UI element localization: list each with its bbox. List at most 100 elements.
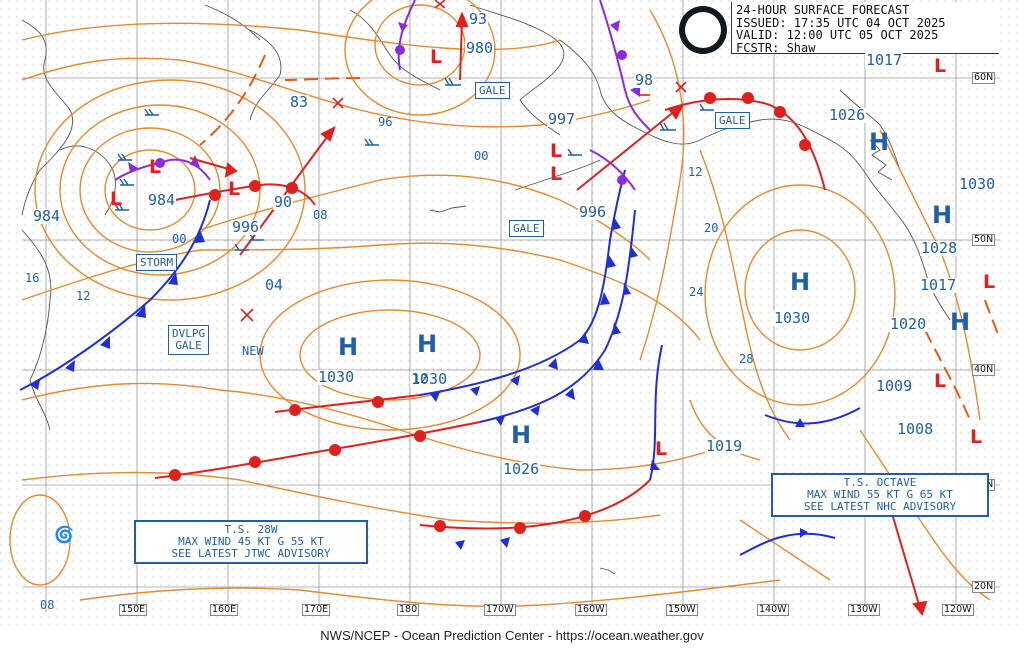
high-symbol: H <box>511 421 532 449</box>
lon-tick-160e: 160E <box>210 604 239 616</box>
high-symbol: H <box>932 201 953 229</box>
occluded-front-symbols <box>128 20 640 185</box>
tropical-storm-icon: 🌀 <box>54 525 74 544</box>
low-symbol: L <box>934 55 947 77</box>
noaa-logo: NOAA <box>679 6 727 54</box>
low-pressure-value: 996 <box>231 218 261 236</box>
graticule <box>22 0 1000 612</box>
low-symbol: L <box>655 438 668 460</box>
low-symbol: L <box>983 271 996 293</box>
high-pressure-value: 1020 <box>889 315 928 333</box>
isobar-label: 16 <box>25 271 40 285</box>
low-pressure-value: 1019 <box>705 437 744 455</box>
isobar-label: 83 <box>289 93 310 111</box>
coastlines <box>21 4 951 575</box>
low-symbol: L <box>934 370 947 392</box>
low-positions <box>240 0 687 322</box>
advisory-line: SEE LATEST JTWC ADVISORY <box>171 547 331 560</box>
low-pressure-value: 1008 <box>896 420 935 438</box>
advisory-line: MAX WIND 55 KT G 65 KT <box>807 488 953 501</box>
high-symbol: H <box>338 333 359 361</box>
advisory-line: T.S. OCTAVE <box>843 476 917 489</box>
gale-tag: GALE <box>509 220 544 237</box>
advisory-line: T.S. 28W <box>224 523 278 536</box>
low-pressure-value: 1017 <box>919 276 958 294</box>
advisory-line: SEE LATEST NHC ADVISORY <box>803 500 957 513</box>
lon-tick-170e: 170E <box>302 604 331 616</box>
isobar-label: 24 <box>689 285 704 299</box>
forecast-title: 24-HOUR SURFACE FORECAST <box>736 3 910 17</box>
low-pressure-value: 980 <box>465 39 495 57</box>
isobar-label: 00 <box>172 232 187 246</box>
advisory-ts-octave: T.S. OCTAVE MAX WIND 55 KT G 65 KT SEE L… <box>771 473 989 517</box>
low-symbol: L <box>550 140 563 162</box>
lon-tick-130w: 130W <box>848 604 880 616</box>
advisory-ts-28w: T.S. 28W MAX WIND 45 KT G 55 KT SEE LATE… <box>134 520 368 564</box>
troughs <box>199 54 999 421</box>
low-symbol: L <box>430 46 443 68</box>
high-symbol: H <box>790 268 811 296</box>
high-pressure-value: 1026 <box>502 460 541 478</box>
isobar-label: 12 <box>688 165 703 179</box>
forecast-header: 24-HOUR SURFACE FORECAST ISSUED: 17:35 U… <box>731 2 999 54</box>
high-pressure-value: 1030 <box>317 368 356 386</box>
gale-tag: GALE <box>715 112 750 129</box>
high-symbol: H <box>869 128 890 156</box>
advisory-line: MAX WIND 45 KT G 55 KT <box>178 535 324 548</box>
high-pressure-value: 1030 <box>958 175 997 193</box>
lon-tick-140w: 140W <box>757 604 789 616</box>
isobar-label: 28 <box>739 352 754 366</box>
lon-tick-160w: 160W <box>575 604 607 616</box>
high-pressure-value: 1026 <box>828 106 867 124</box>
lon-tick-170w: 170W <box>484 604 516 616</box>
low-pressure-value: 996 <box>578 203 608 221</box>
low-symbol: L <box>550 163 563 185</box>
low-pressure-value: 93 <box>468 10 489 28</box>
issued-time: ISSUED: 17:35 UTC 04 OCT 2025 <box>736 15 946 30</box>
forecaster: FCSTR: Shaw <box>736 40 816 55</box>
high-pressure-value: 1030 <box>410 370 449 388</box>
low-symbol: L <box>970 426 983 448</box>
footer-credit: NWS/NCEP - Ocean Prediction Center - htt… <box>320 628 704 643</box>
cold-fronts <box>19 169 861 556</box>
low-symbol: L <box>228 178 241 200</box>
wind-barbs <box>114 77 714 251</box>
high-pressure-value: 1028 <box>920 239 959 257</box>
storm-tag: STORM <box>136 254 178 271</box>
isobar-label: 12 <box>413 372 428 386</box>
high-symbol: H <box>950 308 971 336</box>
lat-tick-60n: 60N <box>972 72 996 84</box>
developing-gale-tag: DVLPG GALE <box>168 325 210 355</box>
isobar-label: 20 <box>704 221 719 235</box>
high-pressure-value: 1030 <box>773 309 812 327</box>
new-low-tag: NEW <box>242 344 264 358</box>
lon-tick-180: 180 <box>397 604 420 616</box>
low-pressure-value: 1017 <box>865 51 904 69</box>
low-pressure-value: 997 <box>547 110 577 128</box>
lon-tick-120w: 120W <box>942 604 974 616</box>
low-pressure-value: 984 <box>147 191 177 209</box>
low-pressure-value: 98 <box>634 71 655 89</box>
low-pressure-value: 1009 <box>875 377 914 395</box>
low-pressure-value: 984 <box>32 207 62 225</box>
lat-tick-40n: 40N <box>972 364 996 376</box>
occluded-fronts <box>114 0 651 191</box>
high-symbol: H <box>417 330 438 358</box>
lon-tick-150e: 150E <box>119 604 148 616</box>
lat-tick-20n: 20N <box>972 581 996 593</box>
isobar-label: 96 <box>378 115 393 129</box>
cold-front-symbols <box>30 217 808 550</box>
gale-tag: GALE <box>475 82 510 99</box>
isobar-label: 08 <box>313 208 328 222</box>
low-pressure-value: 90 <box>273 193 294 211</box>
lat-tick-50n: 50N <box>972 234 996 246</box>
low-symbol: L <box>149 156 162 178</box>
low-symbol: L <box>110 188 123 210</box>
isobar-label: 04 <box>264 276 285 294</box>
isobar-label: 12 <box>76 289 91 303</box>
isobar-label: 00 <box>474 149 489 163</box>
lon-tick-150w: 150W <box>666 604 698 616</box>
warm-front-symbols <box>169 92 811 534</box>
valid-time: VALID: 12:00 UTC 05 OCT 2025 <box>736 28 939 42</box>
isobar-label: 08 <box>40 598 55 612</box>
